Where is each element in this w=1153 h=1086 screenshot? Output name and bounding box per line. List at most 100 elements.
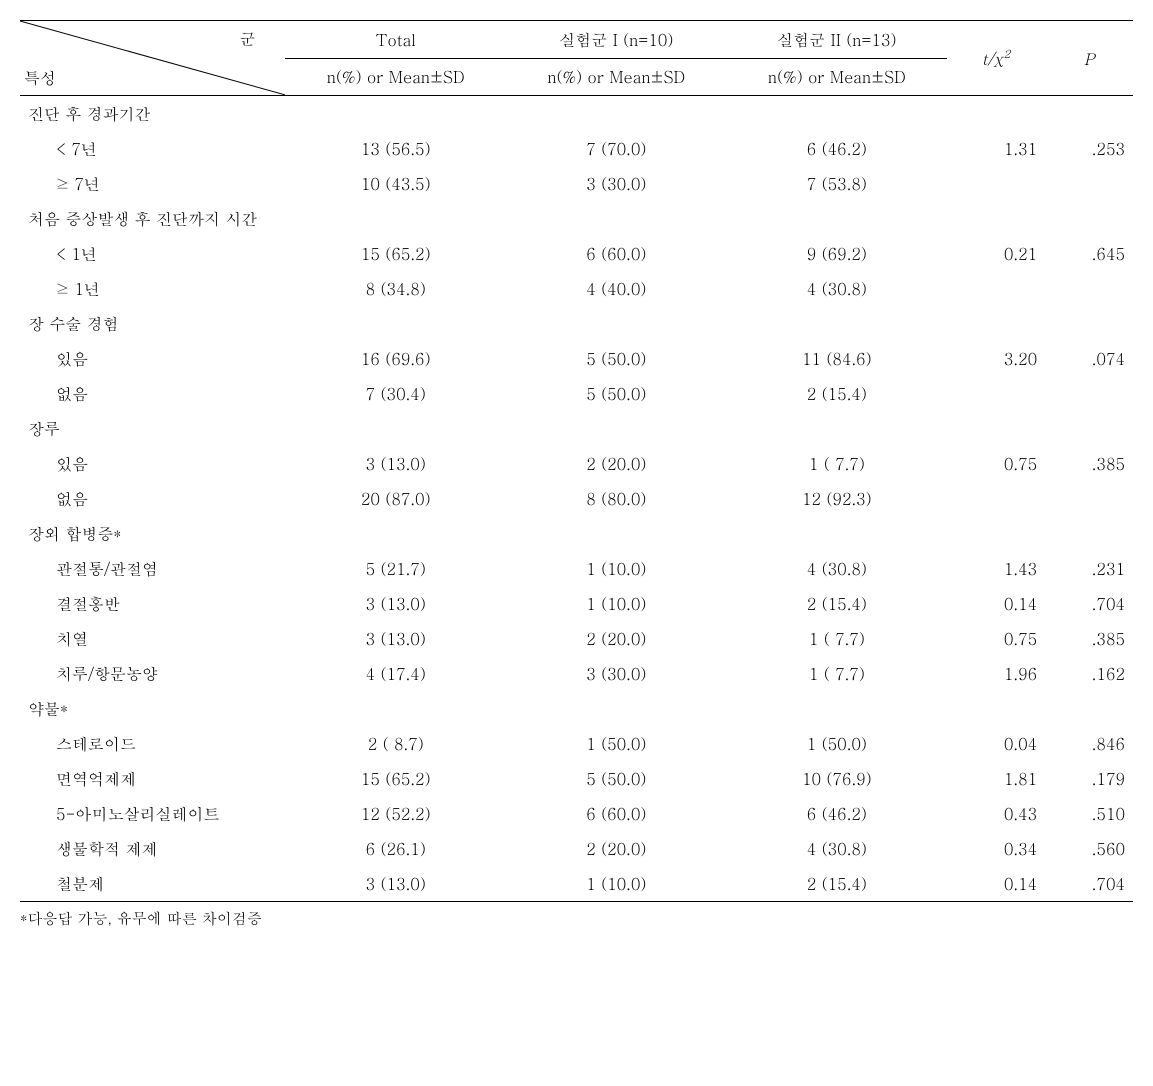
row-stat: 0.14: [947, 586, 1045, 621]
row-label: 결절홍반: [20, 586, 285, 621]
row-p: [1045, 271, 1133, 306]
row-group2: 1 ( 7.7): [727, 656, 948, 691]
header-sub-g2: n(%) or Mean±SD: [727, 58, 948, 96]
row-p: .162: [1045, 656, 1133, 691]
row-group1: 3 (30.0): [506, 166, 727, 201]
row-label: 철분제: [20, 866, 285, 902]
row-p: .560: [1045, 831, 1133, 866]
row-label: 있음: [20, 341, 285, 376]
row-group1: 1 (50.0): [506, 726, 727, 761]
row-group1: 4 (40.0): [506, 271, 727, 306]
row-total: 3 (13.0): [285, 586, 506, 621]
row-total: 20 (87.0): [285, 481, 506, 516]
row-label: 치루/항문농양: [20, 656, 285, 691]
section-title: 장 수술 경험: [20, 306, 1133, 341]
row-stat: 0.43: [947, 796, 1045, 831]
row-p: .385: [1045, 621, 1133, 656]
row-total: 3 (13.0): [285, 866, 506, 902]
row-group1: 2 (20.0): [506, 446, 727, 481]
row-group1: 6 (60.0): [506, 796, 727, 831]
row-group2: 1 ( 7.7): [727, 446, 948, 481]
row-total: 15 (65.2): [285, 236, 506, 271]
row-p: .179: [1045, 761, 1133, 796]
row-group1: 8 (80.0): [506, 481, 727, 516]
header-characteristic-label: 특성: [24, 66, 56, 89]
row-label: 치열: [20, 621, 285, 656]
row-total: 4 (17.4): [285, 656, 506, 691]
row-total: 15 (65.2): [285, 761, 506, 796]
row-label: < 1년: [20, 236, 285, 271]
statistics-table: 군 특성 Total 실험군 I (n=10) 실험군 II (n=13) t/…: [20, 20, 1133, 929]
header-group-label: 군: [239, 27, 255, 50]
row-stat: 0.75: [947, 621, 1045, 656]
row-group2: 11 (84.6): [727, 341, 948, 376]
row-group1: 1 (10.0): [506, 866, 727, 902]
section-title: 장외 합병증*: [20, 516, 1133, 551]
row-group1: 1 (10.0): [506, 551, 727, 586]
row-total: 8 (34.8): [285, 271, 506, 306]
row-label: < 7년: [20, 131, 285, 166]
row-group1: 6 (60.0): [506, 236, 727, 271]
row-p: .074: [1045, 341, 1133, 376]
section-title: 장루: [20, 411, 1133, 446]
row-stat: [947, 166, 1045, 201]
row-group2: 4 (30.8): [727, 831, 948, 866]
row-group2: 2 (15.4): [727, 376, 948, 411]
table-footnote: *다응답 가능, 유무에 따른 차이검증: [20, 902, 1133, 929]
row-total: 3 (13.0): [285, 621, 506, 656]
row-group2: 1 ( 7.7): [727, 621, 948, 656]
row-group1: 3 (30.0): [506, 656, 727, 691]
row-label: 5-아미노살리실레이트: [20, 796, 285, 831]
row-stat: 0.34: [947, 831, 1045, 866]
row-group1: 1 (10.0): [506, 586, 727, 621]
row-label: 면역억제제: [20, 761, 285, 796]
row-total: 3 (13.0): [285, 446, 506, 481]
row-group2: 2 (15.4): [727, 866, 948, 902]
row-label: 없음: [20, 481, 285, 516]
row-group2: 1 (50.0): [727, 726, 948, 761]
row-stat: 3.20: [947, 341, 1045, 376]
row-p: .385: [1045, 446, 1133, 481]
row-stat: 0.75: [947, 446, 1045, 481]
header-sub-total: n(%) or Mean±SD: [285, 58, 506, 96]
row-p: .704: [1045, 866, 1133, 902]
header-diagonal-cell: 군 특성: [20, 21, 285, 96]
header-sub-g1: n(%) or Mean±SD: [506, 58, 727, 96]
row-p: [1045, 376, 1133, 411]
row-p: .510: [1045, 796, 1133, 831]
row-stat: [947, 376, 1045, 411]
row-total: 12 (52.2): [285, 796, 506, 831]
header-group1: 실험군 I (n=10): [506, 21, 727, 59]
row-p: .231: [1045, 551, 1133, 586]
row-label: 있음: [20, 446, 285, 481]
header-p: P: [1045, 21, 1133, 96]
row-total: 16 (69.6): [285, 341, 506, 376]
row-group2: 10 (76.9): [727, 761, 948, 796]
row-p: .645: [1045, 236, 1133, 271]
row-total: 5 (21.7): [285, 551, 506, 586]
row-total: 7 (30.4): [285, 376, 506, 411]
row-total: 13 (56.5): [285, 131, 506, 166]
header-stat: t/χ2: [947, 21, 1045, 96]
header-group2: 실험군 II (n=13): [727, 21, 948, 59]
row-group2: 6 (46.2): [727, 131, 948, 166]
row-group2: 12 (92.3): [727, 481, 948, 516]
header-total: Total: [285, 21, 506, 59]
row-group2: 6 (46.2): [727, 796, 948, 831]
row-stat: [947, 271, 1045, 306]
row-stat: 1.43: [947, 551, 1045, 586]
section-title: 진단 후 경과기간: [20, 96, 1133, 132]
row-group1: 2 (20.0): [506, 831, 727, 866]
section-title: 처음 증상발생 후 진단까지 시간: [20, 201, 1133, 236]
row-p: [1045, 481, 1133, 516]
row-label: 관절통/관절염: [20, 551, 285, 586]
row-stat: 1.81: [947, 761, 1045, 796]
row-total: 6 (26.1): [285, 831, 506, 866]
row-stat: 0.04: [947, 726, 1045, 761]
row-p: .846: [1045, 726, 1133, 761]
row-group2: 7 (53.8): [727, 166, 948, 201]
row-group1: 5 (50.0): [506, 761, 727, 796]
row-label: 스테로이드: [20, 726, 285, 761]
row-total: 2 ( 8.7): [285, 726, 506, 761]
row-group2: 2 (15.4): [727, 586, 948, 621]
